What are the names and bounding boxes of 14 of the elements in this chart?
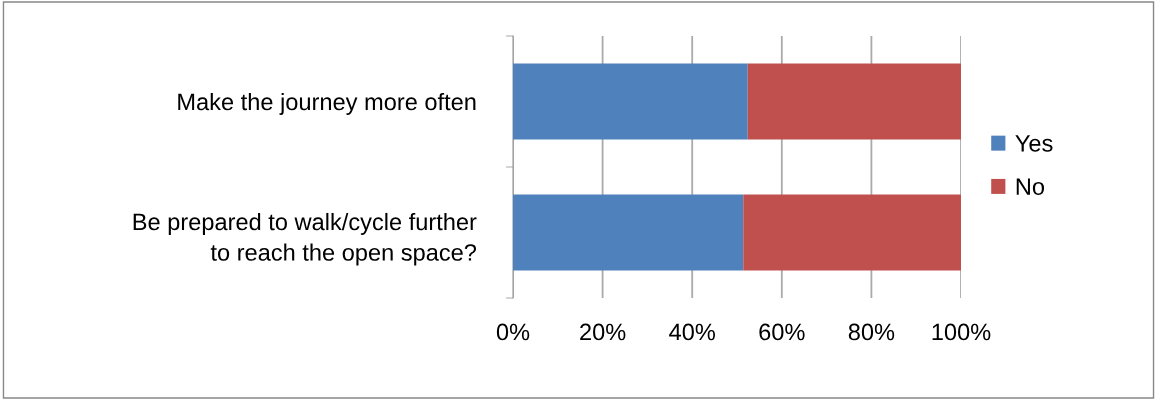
legend-label: No: [1016, 178, 1045, 195]
x-tick-label: 20%: [580, 323, 626, 341]
bar: [513, 63, 748, 140]
x-tick-label: 60%: [759, 323, 805, 341]
y-tick-label: Make the journey more often: [178, 92, 476, 115]
legend-label: Yes: [1015, 135, 1053, 152]
bar: [743, 194, 961, 271]
x-tick-label: 80%: [848, 323, 895, 341]
bar: [513, 194, 744, 271]
x-tick-label: 100%: [932, 323, 991, 341]
y-tick-label: Be prepared to walk/cycle further to reach the open space?: [133, 212, 477, 266]
x-tick-label: 0%: [496, 323, 530, 341]
x-tick-label: 40%: [669, 323, 715, 341]
bar: [747, 63, 961, 140]
